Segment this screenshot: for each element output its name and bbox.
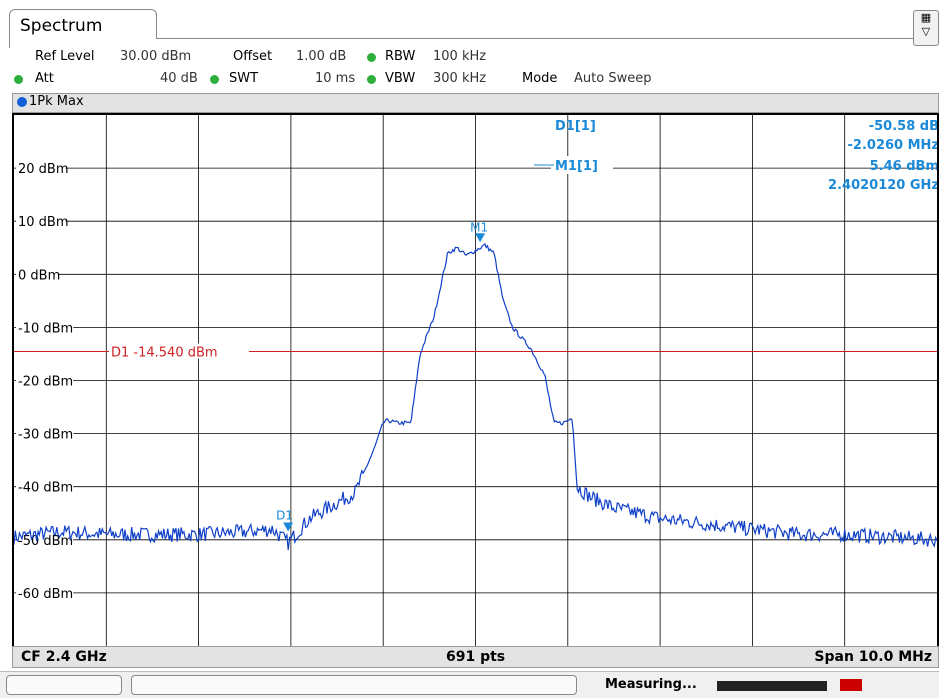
swt-coupled-indicator xyxy=(210,75,219,84)
trace-label[interactable]: 1Pk Max xyxy=(29,94,84,109)
swt-value[interactable]: 10 ms xyxy=(315,71,356,86)
y-tick-label-bg xyxy=(16,372,74,388)
tab-divider xyxy=(157,38,932,39)
plot-frame xyxy=(12,113,939,647)
display-line-label: D1 -14.540 dBm xyxy=(111,346,218,361)
y-tick-label-bg xyxy=(16,319,74,335)
m1-readout-name: M1[1] xyxy=(555,159,598,174)
y-tick-label: -10 dBm xyxy=(18,321,73,336)
d1-readout-level: -50.58 dB xyxy=(869,119,937,134)
y-tick-label: -40 dBm xyxy=(18,481,73,496)
att-value[interactable]: 40 dB xyxy=(160,71,198,86)
sweep-points[interactable]: 691 pts xyxy=(446,649,506,665)
vbw-coupled-indicator xyxy=(367,75,376,84)
trace-info-bar xyxy=(12,93,939,113)
display-line: D1 -14.540 dBm xyxy=(14,343,937,361)
display-line-label-bg xyxy=(109,343,249,359)
tab-left-border xyxy=(9,38,10,48)
d1-marker-tag: D1 xyxy=(276,509,293,523)
vbw-label: VBW xyxy=(385,71,416,86)
status-field-1[interactable] xyxy=(6,675,122,695)
y-tick-label: 0 dBm xyxy=(18,268,60,283)
y-tick-label-bg xyxy=(16,425,74,441)
rbw-value[interactable]: 100 kHz xyxy=(433,49,487,64)
att-coupled-indicator xyxy=(14,75,23,84)
y-tick-label-bg xyxy=(16,584,74,600)
d1-readout-name: D1[1] xyxy=(555,119,596,134)
span[interactable]: Span 10.0 MHz xyxy=(814,649,932,665)
marker-readouts: M1 D1 D1[1] -50.58 dB -2.0260 MHz M1[1] 5.46 d… xyxy=(276,119,937,532)
mode-value[interactable]: Auto Sweep xyxy=(574,71,652,86)
center-frequency[interactable]: CF 2.4 GHz xyxy=(21,649,107,665)
y-tick-label-bg xyxy=(16,160,66,176)
m1-readout-freq: 2.4020120 GHz xyxy=(828,178,937,193)
d1-readout-freq: -2.0260 MHz xyxy=(848,138,937,153)
sweep-progress-bar xyxy=(717,681,827,691)
status-field-2[interactable] xyxy=(131,675,577,695)
mode-label: Mode xyxy=(522,71,558,86)
y-tick-label: 20 dBm xyxy=(18,162,69,177)
offset-value[interactable]: 1.00 dB xyxy=(296,49,347,64)
y-tick-label-bg xyxy=(16,478,74,494)
y-tick-label-bg xyxy=(16,213,66,229)
error-indicator-icon xyxy=(840,679,862,691)
ref-level-label: Ref Level xyxy=(35,49,95,64)
trace-indicator-icon xyxy=(17,97,27,107)
m1-readout-level: 5.46 dBm xyxy=(870,159,937,174)
d1-marker-icon xyxy=(283,522,294,532)
y-tick-label: -60 dBm xyxy=(18,587,73,602)
status-bar: Measuring... xyxy=(0,671,939,698)
plot-footer: CF 2.4 GHz 691 pts Span 10.0 MHz xyxy=(12,646,939,668)
vbw-value[interactable]: 300 kHz xyxy=(433,71,487,86)
y-tick-label: -50 dBm xyxy=(18,534,73,549)
window-menu-button[interactable]: ▦ ▽ xyxy=(913,10,939,46)
offset-label: Offset xyxy=(233,49,273,64)
y-tick-label: 10 dBm xyxy=(18,215,69,230)
att-label: Att xyxy=(35,71,54,86)
trace-line xyxy=(14,242,937,550)
y-tick-label-bg xyxy=(16,266,58,282)
tab-spectrum-label: Spectrum xyxy=(20,16,103,36)
y-tick-label: -30 dBm xyxy=(18,428,73,443)
tab-spectrum[interactable]: Spectrum xyxy=(9,9,157,39)
rbw-label: RBW xyxy=(385,49,416,64)
chevron-down-icon: ▽ xyxy=(921,25,931,38)
m1-readout-bg xyxy=(551,156,613,174)
spectrum-plot[interactable]: 20 dBm 10 dBm 0 dBm -10 dBm -20 dBm -30 dBm -4… xyxy=(14,115,937,646)
m1-marker-tag: M1 xyxy=(470,220,488,234)
swt-label: SWT xyxy=(229,71,259,86)
m1-marker-icon xyxy=(475,233,486,243)
measuring-status: Measuring... xyxy=(605,677,697,692)
rbw-coupled-indicator xyxy=(367,53,376,62)
grid xyxy=(14,115,937,646)
window-grid-icon: ▦ xyxy=(920,11,932,24)
ref-level-value[interactable]: 30.00 dBm xyxy=(120,49,192,64)
y-tick-label: -20 dBm xyxy=(18,375,73,390)
